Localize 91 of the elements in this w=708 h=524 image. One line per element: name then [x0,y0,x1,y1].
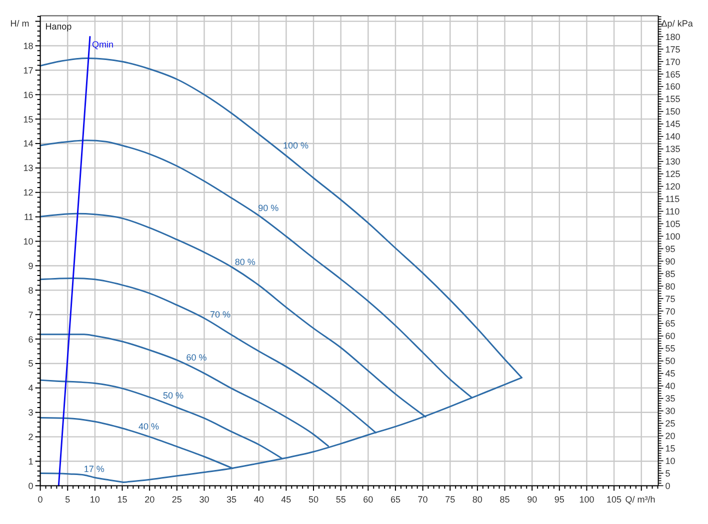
y2-tick-label: 0 [665,480,670,491]
y2-tick-label: 25 [665,418,676,429]
y-tick-label: 2 [28,432,34,442]
series-label: 70 % [210,310,231,320]
y2-tick-label: 10 [665,456,676,466]
y2-tick-label: 150 [665,106,680,117]
x-tick-label: 85 [500,494,510,505]
y-tick-label: 17 [23,65,34,76]
y2-tick-label: 170 [665,56,680,67]
y-axis-title: H/ m [10,18,30,29]
y2-tick-label: 95 [665,244,676,254]
y2-tick-label: 5 [665,468,670,478]
y-tick-label: 4 [28,383,34,394]
x-tick-label: 10 [90,494,100,505]
series-label: 50 % [163,390,184,401]
y2-tick-label: 80 [665,281,676,292]
y-tick-label: 7 [28,310,34,320]
y2-tick-label: 110 [665,206,680,216]
x-tick-label: 35 [226,494,237,505]
series-label: 60 % [186,352,207,363]
y-tick-label: 13 [23,163,34,174]
y-tick-label: 10 [23,236,34,246]
series-label: 17 % [84,464,104,474]
y2-tick-label: 90 [665,256,676,266]
series-label: 90 % [258,202,279,213]
y2-tick-label: 135 [665,144,680,154]
y2-tick-label: 50 [665,356,676,366]
x-tick-label: 105 [606,494,622,505]
x-tick-label: 25 [172,494,182,505]
x-tick-label: 80 [472,494,482,505]
y2-tick-label: 35 [665,394,676,404]
x-axis-title: Q/ m³/h [625,494,656,505]
y-tick-label: 1 [28,456,34,466]
text: Напор [45,22,72,32]
y2-tick-label: 85 [665,268,676,279]
y2-tick-label: 115 [665,194,680,204]
y-tick-label: 5 [28,358,34,369]
y2-tick-label: 30 [665,406,676,416]
x-tick-label: 100 [579,494,594,505]
x-tick-label: 50 [308,494,319,505]
y2-tick-label: 180 [665,32,680,42]
x-tick-label: 20 [144,494,155,505]
y2-axis-title: Δp/ kPa [661,18,693,29]
y2-tick-label: 125 [665,169,680,180]
x-tick-label: 15 [117,494,128,505]
y2-tick-label: 155 [665,94,680,104]
x-tick-label: 95 [554,494,564,505]
y2-tick-label: 15 [665,443,676,454]
x-tick-label: 45 [281,494,292,505]
y-tick-label: 11 [24,212,34,222]
y-tick-label: 6 [28,334,34,344]
y-tick-label: 9 [28,260,34,271]
y-tick-label: 14 [23,138,34,149]
y2-tick-label: 55 [665,344,676,354]
x-tick-label: 90 [527,494,538,505]
y-tick-label: 0 [28,480,34,491]
y2-tick-label: 40 [665,381,676,392]
x-tick-label: 30 [199,494,210,505]
x-tick-label: 0 [38,494,43,505]
y2-tick-label: 140 [665,132,680,142]
y2-tick-label: 65 [665,318,676,329]
series-label: 80 % [234,256,256,267]
series-label: Qmin [92,40,114,50]
x-tick-label: 40 [254,494,264,505]
x-tick-label: 5 [65,494,70,505]
y2-tick-label: 20 [665,431,676,442]
y2-tick-label: 75 [665,294,676,304]
y2-tick-label: 100 [665,231,680,242]
y2-tick-label: 160 [665,82,680,92]
y-tick-label: 18 [23,40,34,51]
x-tick-label: 60 [363,494,374,505]
y-tick-label: 3 [28,408,34,418]
series-label: 40 % [138,422,159,432]
y-tick-label: 12 [23,188,34,198]
y2-tick-label: 45 [665,368,676,379]
y2-tick-label: 175 [665,44,680,54]
y-tick-label: 8 [28,285,34,296]
y-tick-label: 15 [23,114,34,124]
y2-tick-label: 145 [665,119,680,130]
y-tick-label: 16 [23,90,34,100]
y2-tick-label: 130 [665,156,680,167]
y2-tick-label: 165 [665,69,680,80]
x-tick-label: 75 [445,494,456,505]
y2-tick-label: 120 [665,182,680,192]
series-label: 100 % [283,140,309,151]
y2-tick-label: 60 [665,331,676,342]
y2-tick-label: 70 [665,306,676,316]
x-tick-label: 70 [418,494,428,505]
x-tick-label: 65 [390,494,400,505]
x-tick-label: 55 [336,494,346,505]
y2-tick-label: 105 [665,218,680,229]
